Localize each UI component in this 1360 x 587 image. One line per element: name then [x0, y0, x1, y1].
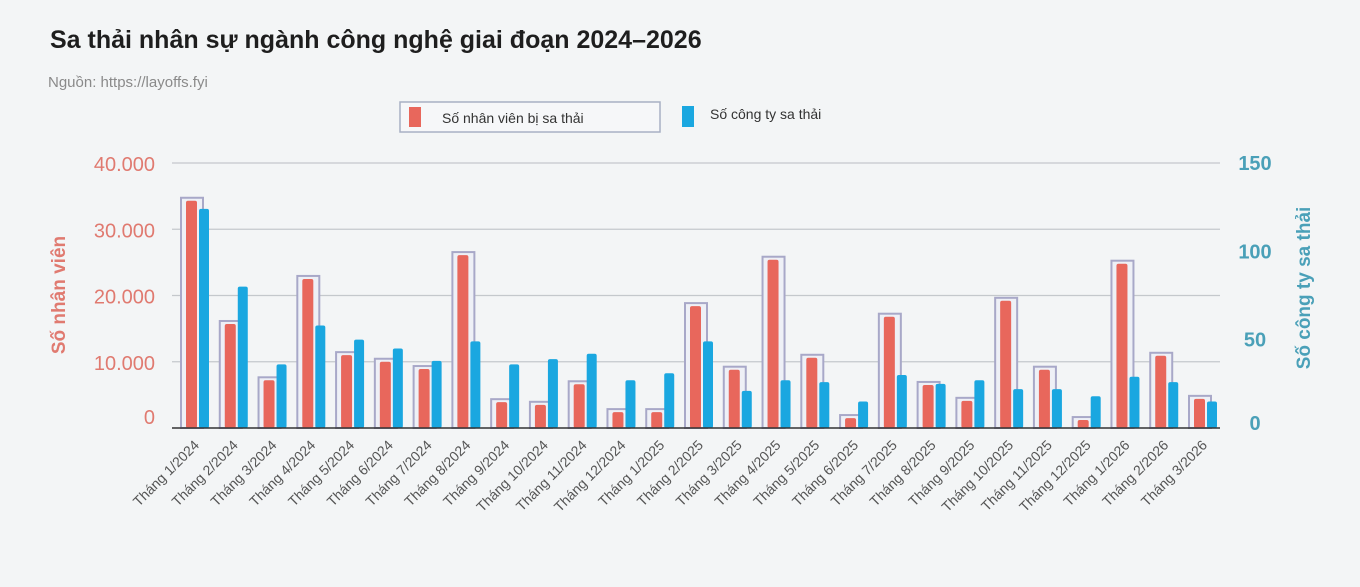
bar-companies: [664, 373, 675, 428]
bar-employees: [302, 278, 314, 428]
bar-employees: [845, 418, 857, 428]
legend-swatch-employees: [409, 107, 421, 127]
bar-companies: [509, 364, 520, 428]
left-tick-label: 30.000: [94, 220, 155, 242]
bar-companies: [392, 348, 403, 428]
bar-employees: [341, 355, 353, 428]
right-tick-label: 0: [1249, 413, 1260, 435]
bar-employees: [690, 306, 701, 428]
bar-companies: [858, 401, 869, 428]
bar-companies: [199, 208, 209, 428]
bar-employees: [573, 384, 585, 428]
bar-companies: [547, 359, 558, 428]
bar-companies: [470, 341, 481, 428]
right-tick-label: 150: [1238, 153, 1271, 175]
bar-companies: [935, 383, 946, 428]
bar-companies: [354, 339, 365, 428]
legend-box: [399, 101, 661, 133]
left-tick-label: 0: [144, 407, 155, 429]
bar-employees: [186, 200, 197, 428]
bar-companies: [276, 364, 287, 428]
bar-companies: [974, 380, 985, 428]
bar-companies: [1051, 389, 1062, 428]
bar-employees: [612, 412, 624, 428]
left-tick-label: 10.000: [94, 353, 155, 375]
left-tick-label: 20.000: [94, 287, 155, 309]
bar-companies: [1168, 382, 1179, 428]
bar-companies: [625, 380, 636, 428]
bar-companies: [586, 353, 597, 428]
bar-employees: [883, 316, 895, 428]
legend-label-companies: Số công ty sa thải: [710, 106, 821, 122]
left-tick-label: 40.000: [94, 154, 155, 176]
bar-employees: [534, 404, 546, 428]
bar-employees: [418, 369, 430, 428]
right-axis-label: Số công ty sa thải: [1294, 207, 1315, 370]
bar-employees: [496, 402, 508, 428]
left-axis-label: Số nhân viên: [49, 236, 70, 354]
bar-companies: [819, 382, 830, 428]
bar-employees: [922, 384, 934, 428]
bar-employees: [728, 369, 740, 428]
bar-companies: [1013, 389, 1024, 428]
bar-companies: [896, 375, 907, 428]
bar-companies: [703, 341, 713, 428]
right-tick-label: 50: [1244, 330, 1266, 352]
chart-source: Nguồn: https://layoffs.fyi: [48, 74, 208, 91]
bar-employees: [651, 412, 663, 428]
bar-employees: [806, 357, 818, 428]
bar-employees: [457, 255, 469, 428]
bar-employees: [767, 259, 779, 428]
bar-companies: [237, 286, 248, 428]
bar-companies: [741, 390, 752, 428]
bar-companies: [1129, 376, 1140, 428]
right-tick-label: 100: [1238, 241, 1271, 263]
bar-employees: [379, 361, 391, 428]
bar-companies: [1090, 396, 1101, 428]
bar-employees: [263, 380, 275, 428]
chart-title: Sa thải nhân sự ngành công nghệ giai đoạ…: [50, 26, 702, 54]
bar-companies: [1207, 401, 1217, 428]
bar-employees: [961, 400, 973, 428]
bar-companies: [431, 360, 442, 428]
bar-employees: [1038, 369, 1050, 428]
legend-swatch-companies: [682, 106, 694, 127]
bar-employees: [1194, 398, 1205, 428]
bar-companies: [780, 380, 791, 428]
bar-employees: [224, 323, 236, 428]
bar-employees: [1000, 300, 1012, 428]
bar-companies: [315, 325, 326, 428]
bar-employees: [1116, 263, 1128, 428]
x-tick-label: Tháng 1/2024: [130, 437, 203, 510]
bar-employees: [1077, 420, 1089, 428]
bar-employees: [1155, 355, 1167, 428]
legend-label-employees: Số nhân viên bị sa thải: [442, 110, 584, 126]
